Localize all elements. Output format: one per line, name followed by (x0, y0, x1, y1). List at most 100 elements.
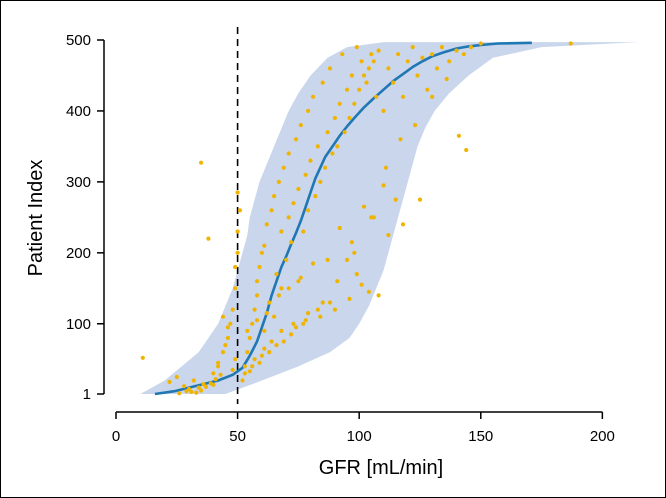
x-tick-label: 100 (347, 428, 372, 445)
data-point (430, 94, 435, 99)
data-point (315, 307, 320, 312)
x-axis-label: GFR [mL/min] (319, 457, 443, 479)
data-point (216, 360, 221, 365)
data-point (250, 321, 255, 326)
data-point (216, 364, 221, 369)
data-point (203, 384, 209, 389)
data-point (386, 233, 391, 238)
data-point (257, 360, 262, 365)
data-point (337, 101, 342, 106)
data-point (233, 264, 238, 270)
data-point (413, 123, 418, 128)
data-point (344, 257, 350, 262)
y-axis-label: Patient Index (25, 160, 47, 277)
data-point (242, 371, 247, 376)
data-point (352, 101, 357, 106)
data-point (391, 80, 396, 85)
band-area (140, 42, 639, 394)
data-point (276, 179, 281, 184)
data-point (247, 335, 252, 341)
data-point (420, 55, 425, 60)
data-point (220, 314, 226, 319)
data-point (230, 367, 235, 372)
data-point (456, 133, 461, 138)
data-point (274, 272, 279, 277)
median-line (154, 41, 532, 396)
data-point (400, 222, 406, 227)
data-point (279, 328, 284, 333)
data-point (381, 108, 386, 113)
data-point (425, 87, 430, 92)
data-point (298, 123, 303, 128)
x-tick-label: 50 (229, 428, 246, 445)
data-point (257, 264, 262, 270)
data-point (262, 328, 267, 333)
data-point (196, 385, 201, 390)
data-point (289, 240, 294, 245)
data-point (286, 151, 291, 156)
data-point (286, 286, 291, 291)
y-tick-label: 1 (83, 386, 91, 403)
data-point (369, 52, 374, 57)
data-point (383, 165, 388, 170)
data-point (259, 250, 264, 255)
data-point (301, 321, 306, 326)
data-point (415, 73, 420, 78)
data-point (349, 73, 354, 78)
data-point (332, 307, 337, 312)
data-point (182, 384, 187, 389)
point-layer (140, 41, 573, 396)
data-point (250, 364, 255, 369)
data-point (291, 321, 296, 326)
data-point (332, 115, 337, 121)
data-point (308, 158, 313, 163)
data-point (359, 282, 364, 287)
data-point (359, 59, 364, 64)
data-point (354, 45, 359, 50)
data-point (335, 279, 340, 284)
data-point (267, 350, 272, 355)
data-point (259, 353, 264, 358)
data-point (325, 257, 330, 262)
data-point (396, 52, 401, 57)
data-point (320, 80, 325, 85)
data-point (347, 115, 352, 121)
data-point (235, 229, 240, 234)
data-point (320, 300, 325, 305)
data-point (361, 73, 367, 78)
data-point (211, 371, 216, 376)
data-point (430, 52, 435, 57)
data-point (313, 194, 318, 199)
data-point (464, 147, 469, 153)
data-point (364, 80, 369, 85)
data-point (337, 225, 342, 231)
data-point (206, 236, 211, 241)
data-point (376, 48, 381, 53)
data-point (293, 137, 299, 142)
data-point (318, 179, 323, 184)
data-point (306, 311, 311, 316)
data-point (405, 59, 410, 64)
data-point (330, 151, 335, 156)
data-point (186, 386, 192, 392)
data-point (252, 357, 257, 362)
data-point (461, 52, 466, 57)
data-point (174, 374, 179, 380)
data-point (386, 66, 391, 71)
data-point (237, 208, 243, 213)
data-point (272, 194, 277, 199)
data-point (240, 378, 245, 383)
data-point (272, 314, 277, 319)
data-point (298, 275, 303, 280)
data-point (267, 300, 272, 305)
data-point (218, 372, 223, 377)
data-point (213, 377, 218, 382)
data-point (374, 94, 379, 99)
data-point (366, 66, 371, 71)
data-point (140, 355, 145, 360)
y-tick-label: 100 (66, 316, 91, 333)
data-point (269, 339, 274, 344)
data-point (434, 66, 440, 71)
data-point (478, 41, 483, 46)
